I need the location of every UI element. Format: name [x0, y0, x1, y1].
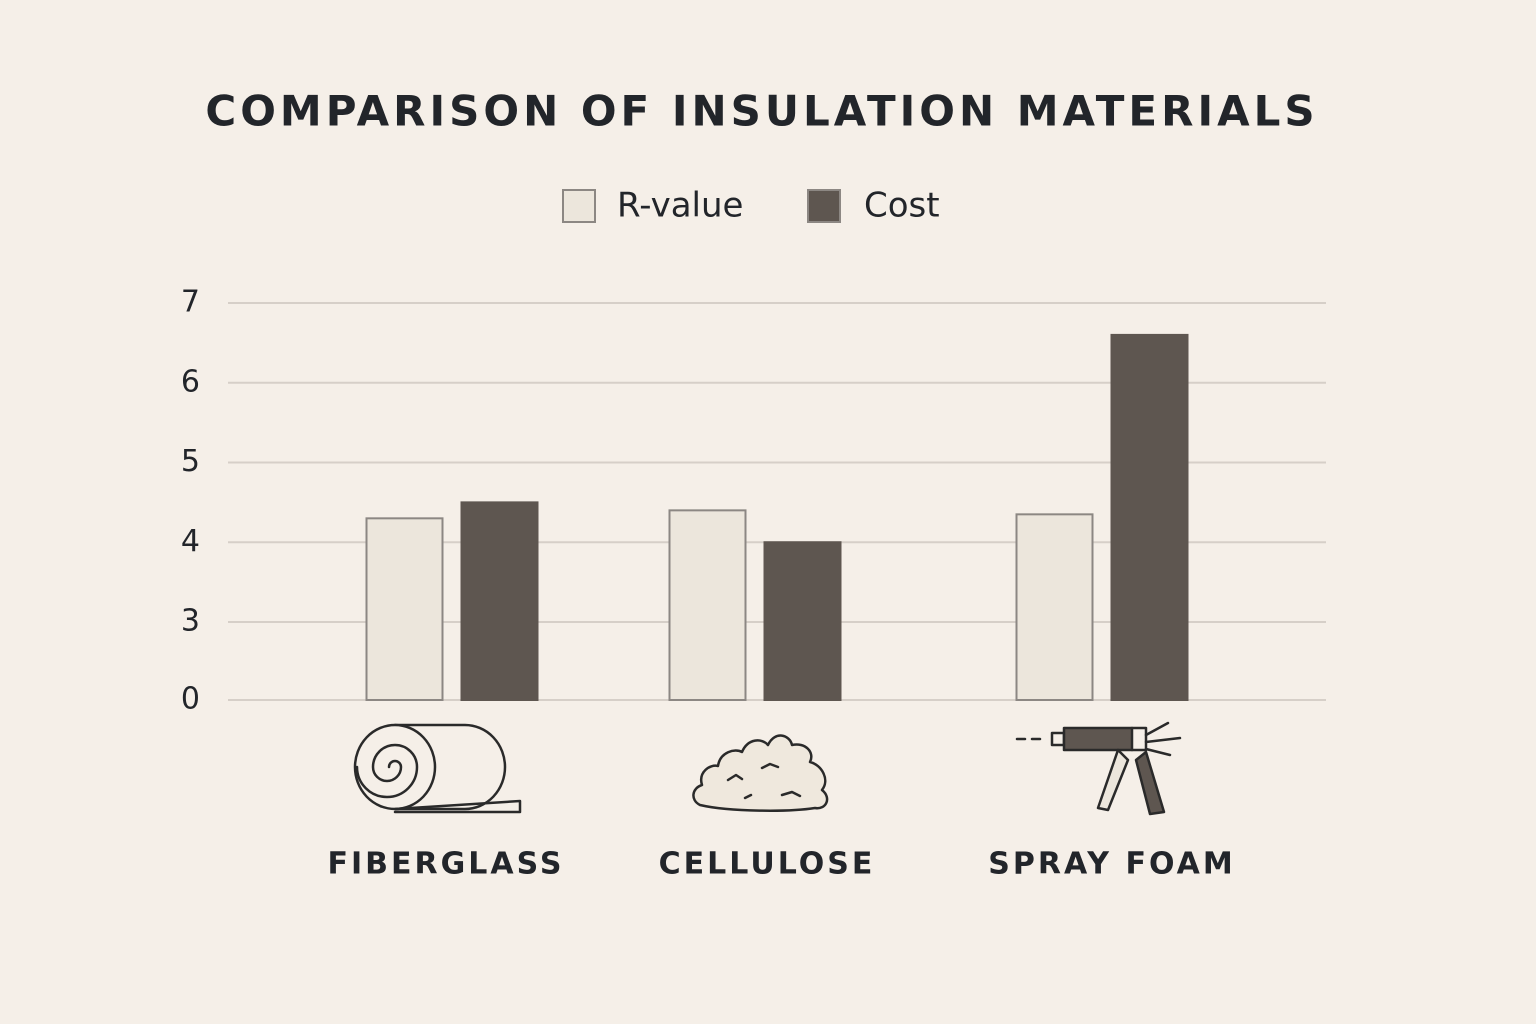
y-tick-label: 0 — [181, 682, 200, 717]
cellulose-icon — [692, 734, 829, 812]
bar — [460, 501, 539, 701]
x-tick-label: FIBERGLASS — [328, 847, 565, 882]
bar — [763, 541, 842, 701]
bar — [1015, 513, 1094, 702]
y-tick-label: 6 — [181, 364, 200, 399]
spray-foam-icon — [1015, 721, 1182, 816]
chart-title: COMPARISON OF INSULATION MATERIALS — [205, 87, 1318, 136]
fiberglass-icon — [353, 723, 522, 814]
legend-label: Cost — [864, 186, 940, 226]
y-tick-label: 7 — [181, 285, 200, 320]
y-tick-label: 4 — [181, 524, 200, 559]
y-tick-label: 5 — [181, 444, 200, 479]
bar — [1110, 333, 1189, 701]
x-tick-label: SPRAY FOAM — [988, 847, 1235, 882]
bar — [365, 517, 444, 702]
legend-swatch — [807, 189, 841, 223]
y-tick-label: 3 — [181, 604, 200, 639]
legend-swatch — [562, 189, 596, 223]
x-tick-label: CELLULOSE — [659, 847, 876, 882]
legend-label: R-value — [617, 186, 743, 226]
bar — [668, 509, 747, 701]
